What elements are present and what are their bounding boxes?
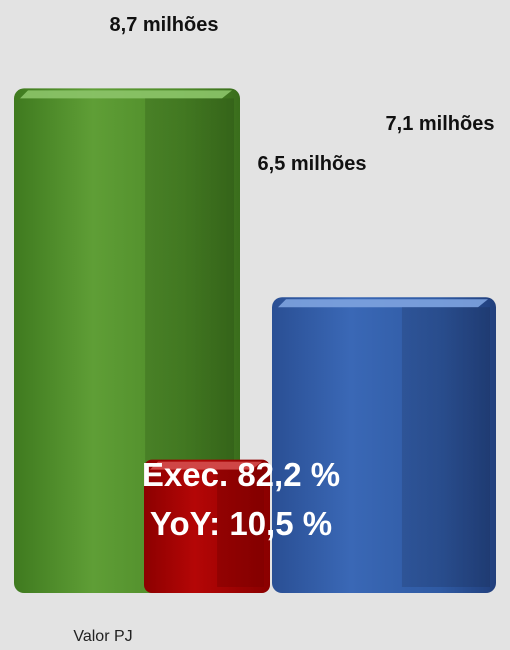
bar-green-value-label: 8,7 milhões [110,14,219,36]
bar-blue-top [278,299,488,308]
bar-blue-side [401,307,490,587]
category-label: Valor PJ [73,628,132,645]
bar-red-value-label: 6,5 milhões [258,153,367,175]
bar-series-1 [144,459,270,593]
bar-red [144,459,270,593]
bar-blue-value-label: 7,1 milhões [386,113,495,135]
bar-red-top [150,461,262,470]
exec-annotation: Exec. 82,2 % [142,456,340,493]
yoy-annotation: YoY: 10,5 % [150,505,332,542]
bar-series-2 [272,297,496,593]
bar-red-side [217,469,264,587]
bar-green-top [20,90,232,99]
